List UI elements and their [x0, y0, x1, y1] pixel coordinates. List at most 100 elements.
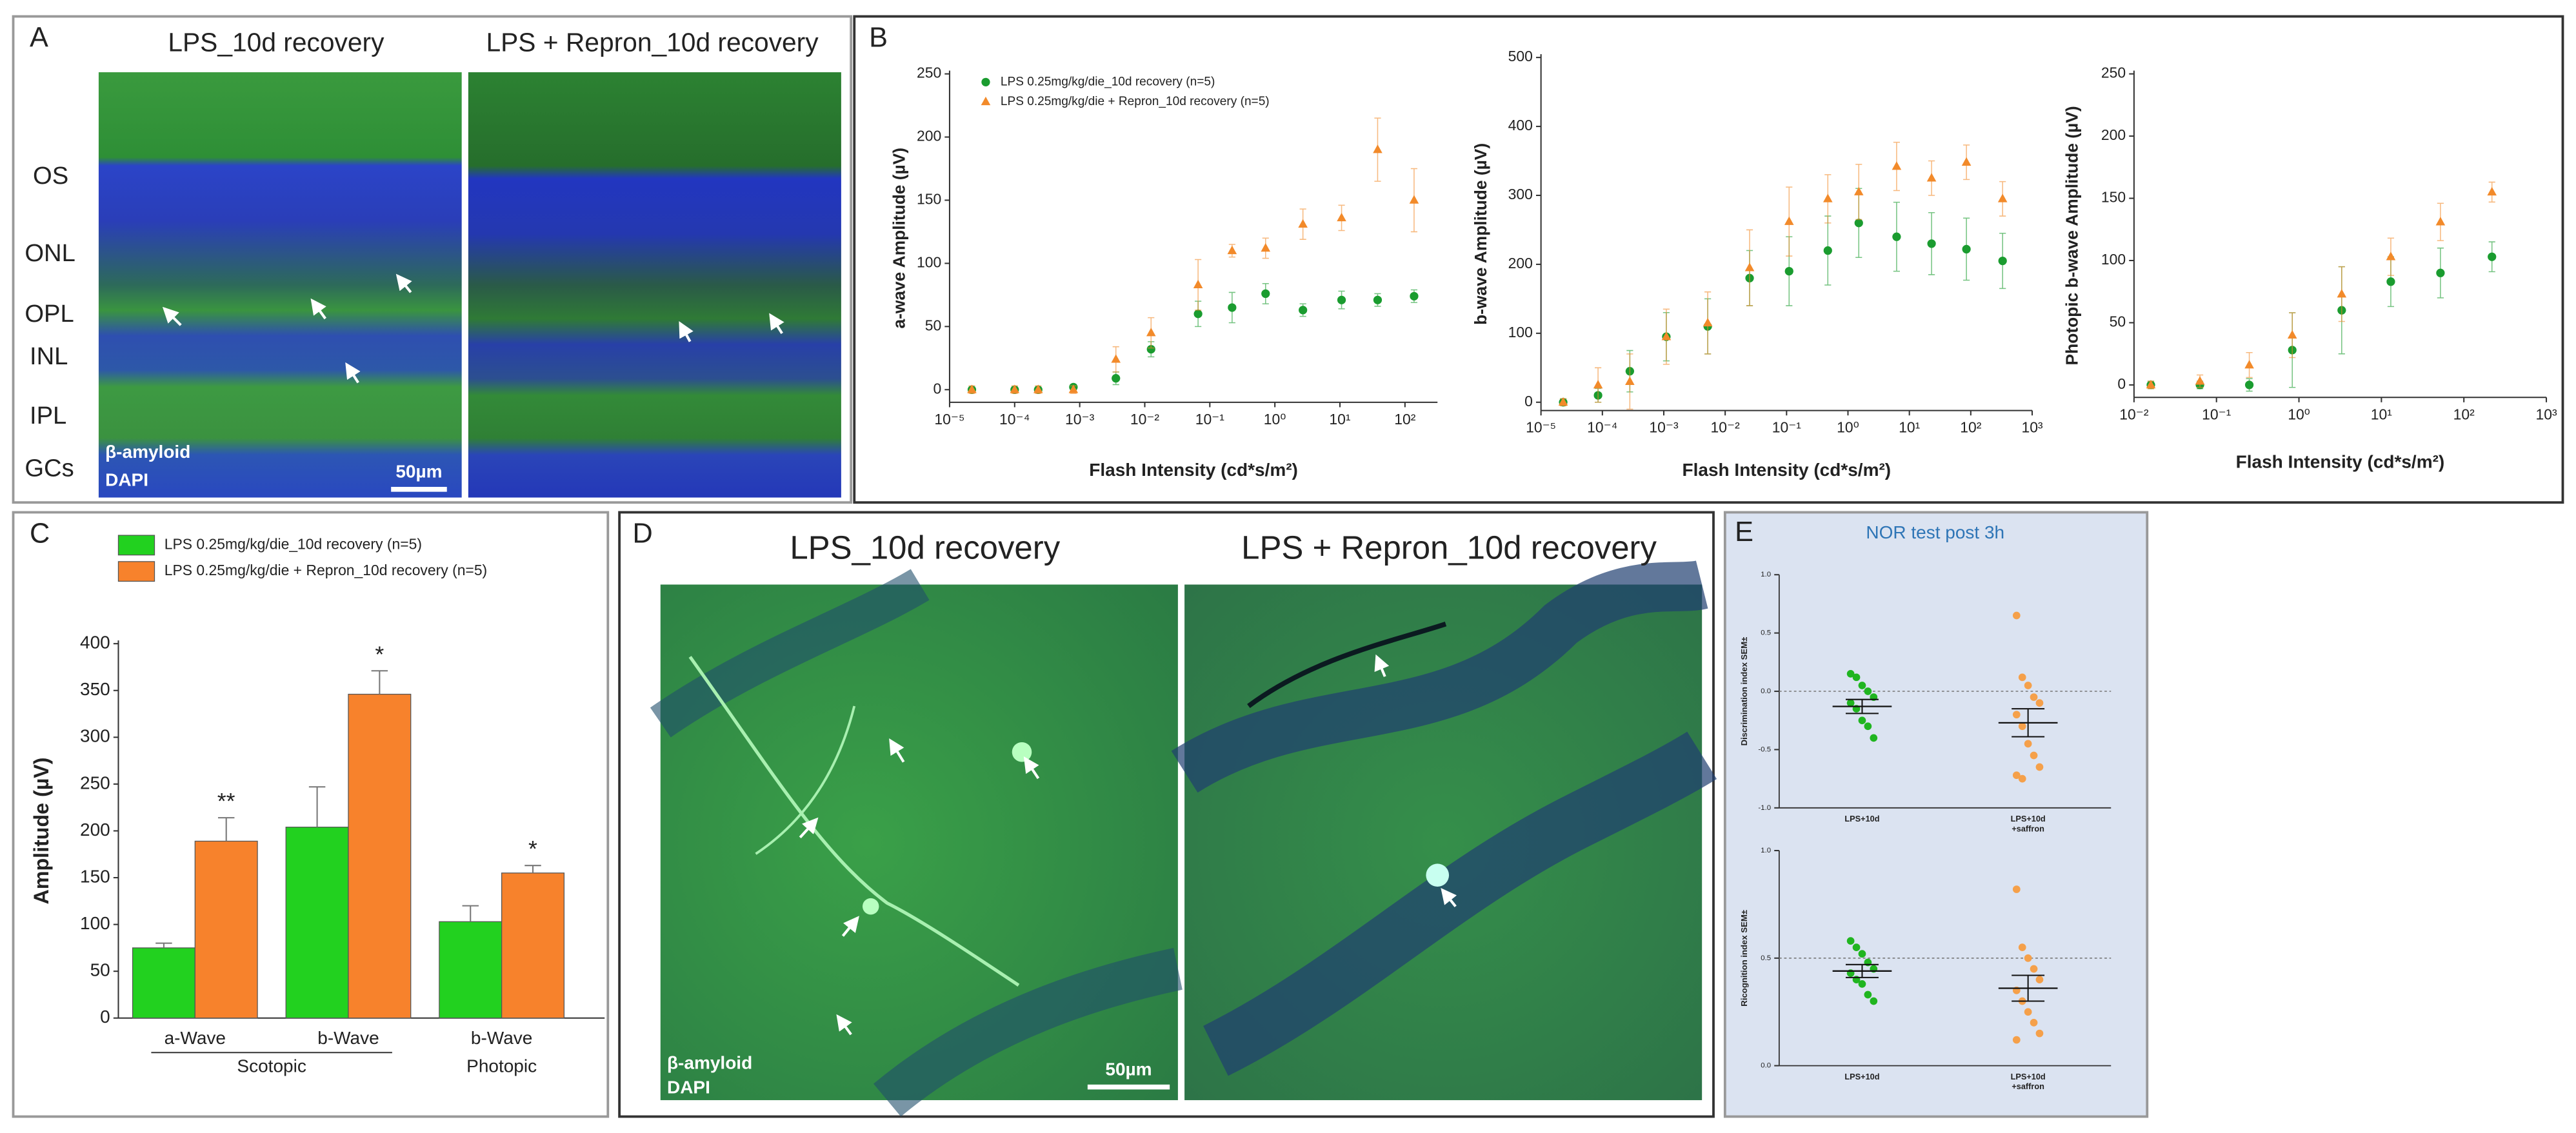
point — [1661, 331, 1672, 340]
point — [1870, 997, 1878, 1005]
x-tick-label: a-Wave — [165, 1028, 226, 1048]
bar — [439, 921, 503, 1019]
tissue-features — [650, 560, 1717, 1117]
point — [1784, 216, 1794, 225]
significance: ** — [217, 789, 235, 814]
micrograph — [98, 72, 462, 498]
y-axis-label: Photopic b-wave Amplitude (µV) — [2062, 106, 2082, 365]
x-tick-label: 10⁻¹ — [1195, 411, 1225, 428]
x-axis-label: Flash Intensity (cd*s/m²) — [1089, 460, 1298, 480]
y-axis-label: Discrimination index SEM± — [1739, 637, 1749, 746]
panel-label: A — [30, 23, 48, 54]
point — [2030, 693, 2038, 701]
x-tick-label: 10⁰ — [1264, 411, 1286, 428]
arrows — [799, 654, 1457, 1036]
layer-label: OPL — [25, 300, 74, 328]
point — [1337, 295, 1346, 304]
x-tick-label: 10⁻³ — [1065, 411, 1095, 428]
y-tick-label: 150 — [2101, 189, 2126, 206]
point — [1625, 376, 1635, 385]
point — [2435, 217, 2446, 226]
bar — [348, 693, 412, 1019]
stain-label: β-amyloid — [105, 442, 190, 462]
y-tick-label: 100 — [80, 913, 110, 933]
point — [2035, 699, 2044, 707]
point — [2035, 763, 2044, 771]
point — [1892, 232, 1901, 241]
x-tick-label: 10⁰ — [1837, 419, 1859, 436]
x-tick-label: 10⁻² — [2119, 406, 2149, 422]
x-tick-label: +saffron — [2012, 823, 2044, 833]
legend-swatch — [117, 535, 155, 556]
scale-label: 50µm — [1105, 1059, 1152, 1079]
sem-bar — [1845, 963, 1879, 978]
x-tick-label: 10¹ — [2371, 406, 2392, 422]
point — [2337, 289, 2347, 298]
point — [2012, 711, 2021, 719]
y-tick-label: 0 — [2117, 375, 2126, 392]
y-tick-label: 0 — [1524, 393, 1533, 409]
point — [2024, 1008, 2032, 1016]
point — [1409, 195, 1419, 204]
x-tick-label: 10³ — [2021, 419, 2042, 436]
point — [1337, 212, 1346, 222]
x-tick-label: 10⁻² — [1711, 419, 1741, 436]
legend-label: LPS 0.25mg/kg/die + Repron_10d recovery … — [1001, 95, 1270, 108]
point — [1846, 699, 1855, 707]
legend-swatch — [117, 561, 155, 582]
point — [1997, 193, 2008, 202]
point — [1744, 262, 1755, 271]
y-tick-label: 1.0 — [1761, 847, 1771, 854]
point — [1146, 328, 1156, 337]
y-tick-label: 100 — [917, 253, 941, 270]
panel-frame — [12, 511, 610, 1118]
point — [2030, 1019, 2038, 1027]
stain-label: DAPI — [667, 1078, 710, 1098]
point — [1373, 144, 1383, 153]
x-tick-label: +saffron — [2012, 1081, 2044, 1091]
x-tick-label: 10⁻⁴ — [1587, 419, 1617, 436]
point — [1593, 380, 1603, 389]
point — [1784, 266, 1793, 276]
point — [2035, 976, 2044, 984]
point — [2012, 885, 2021, 893]
point — [1823, 193, 1833, 202]
legend-label: LPS 0.25mg/kg/die_10d recovery (n=5) — [1001, 75, 1215, 88]
x-tick-label: b-Wave — [471, 1028, 532, 1048]
x-tick-label: b-Wave — [317, 1028, 379, 1048]
point — [967, 384, 977, 393]
x-tick-label: LPS+10d — [1844, 814, 1879, 823]
point — [2195, 376, 2205, 385]
x-tick-label: 10⁰ — [2288, 406, 2310, 422]
image-title: LPS + Repron_10d recovery — [486, 28, 819, 57]
point — [2024, 740, 2032, 748]
point — [1193, 310, 1203, 319]
y-tick-label: 400 — [1508, 117, 1533, 133]
y-tick-label: 50 — [90, 960, 110, 980]
point — [1858, 980, 1866, 988]
point — [2018, 722, 2026, 731]
y-tick-label: 200 — [80, 820, 110, 840]
point — [981, 96, 991, 106]
y-tick-label: 200 — [1508, 255, 1533, 271]
x-tick-label: 10⁻¹ — [1772, 419, 1802, 436]
point — [2012, 1036, 2021, 1044]
significance: * — [375, 642, 384, 667]
y-tick-label: 1.0 — [1761, 571, 1771, 578]
y-tick-label: 150 — [80, 866, 110, 886]
group-label: Scotopic — [237, 1056, 306, 1076]
y-axis-label: Ricognition index SEM± — [1739, 910, 1749, 1007]
y-tick-label: 350 — [80, 679, 110, 699]
point — [1702, 317, 1713, 327]
point — [2146, 379, 2156, 389]
layer-label: OS — [33, 162, 68, 190]
point — [1261, 289, 1270, 299]
y-tick-label: 200 — [2101, 126, 2126, 143]
legend-label: LPS 0.25mg/kg/die_10d recovery (n=5) — [165, 535, 422, 552]
point — [1962, 244, 1971, 254]
legend-label: LPS 0.25mg/kg/die + Repron_10d recovery … — [165, 562, 487, 578]
panel-label: B — [869, 23, 888, 54]
point — [2018, 774, 2026, 783]
